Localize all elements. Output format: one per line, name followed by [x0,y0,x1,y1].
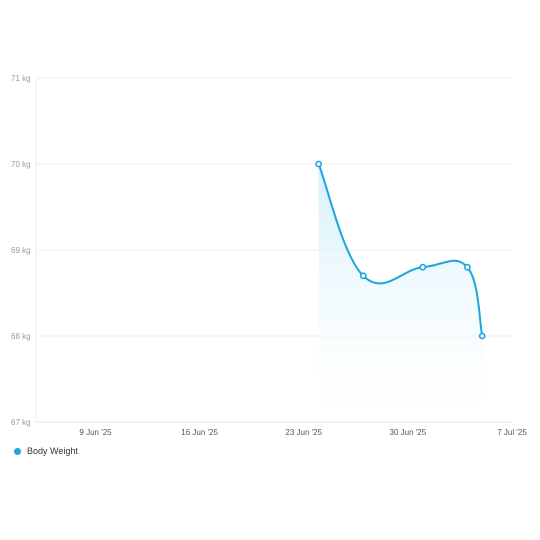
area-fill-layer [318,164,483,422]
data-point[interactable] [463,263,471,271]
series-line-layer [317,163,484,337]
legend-marker-icon [14,447,21,455]
legend-label: Body Weight [27,446,78,456]
x-tick-label: 7 Jul '25 [497,428,527,437]
series-area-fill [318,164,483,422]
legend[interactable]: Body Weight [14,446,78,456]
y-tick-label: 71 kg [11,74,31,83]
x-tick-label: 16 Jun '25 [181,428,218,437]
series-line [317,163,484,337]
y-tick-label: 70 kg [11,160,31,169]
data-points [315,160,486,340]
data-point[interactable] [315,160,323,168]
axes: 67 kg 68 kg 69 kg 70 kg 71 kg 9 Jun '25 16 Jun… [11,74,527,437]
y-tick-label: 67 kg [11,418,31,427]
x-tick-label: 30 Jun '25 [390,428,427,437]
data-point[interactable] [478,332,486,340]
y-tick-label: 68 kg [11,332,31,341]
y-tick-label: 69 kg [11,246,31,255]
data-point[interactable] [359,272,367,280]
x-tick-label: 23 Jun '25 [285,428,322,437]
x-tick-label: 9 Jun '25 [79,428,112,437]
data-point[interactable] [419,263,427,271]
